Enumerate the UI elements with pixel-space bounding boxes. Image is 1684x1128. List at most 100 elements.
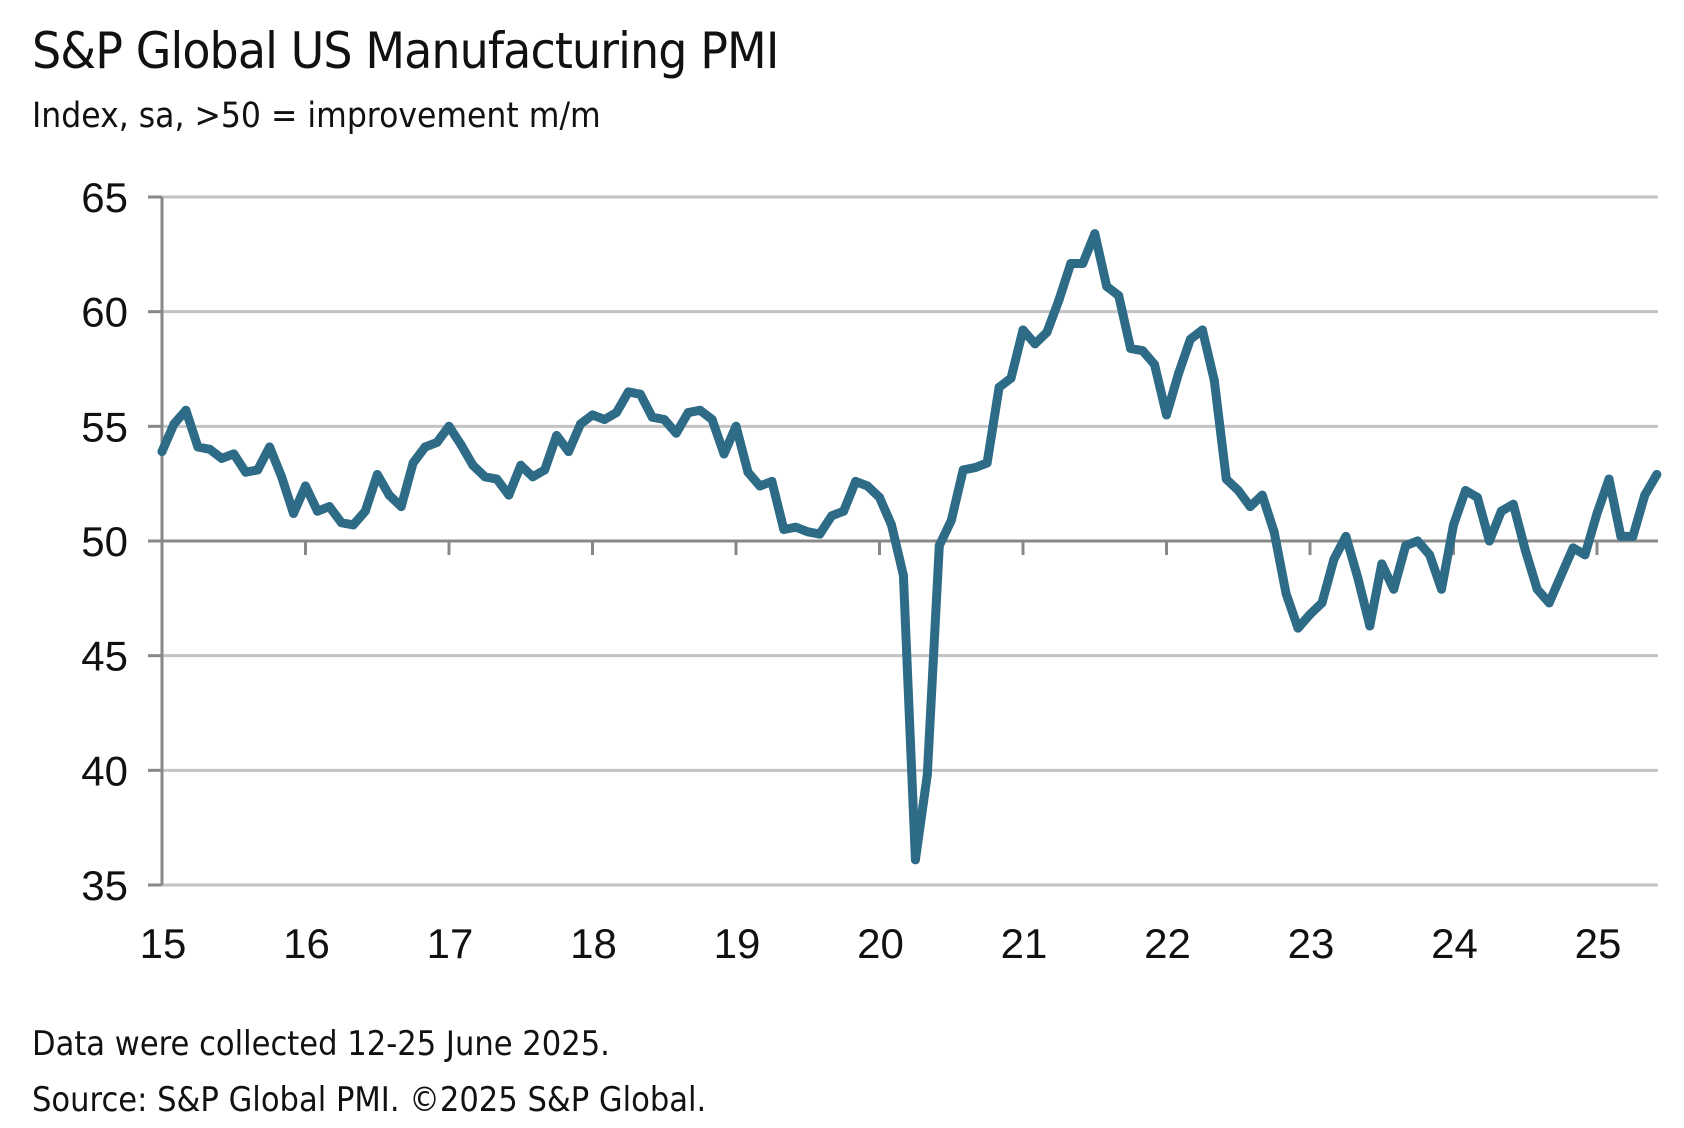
x-tick-label: 22 <box>1144 920 1191 967</box>
data-point <box>1365 621 1375 631</box>
data-point <box>456 440 466 450</box>
data-point <box>1556 570 1566 580</box>
data-point <box>181 405 191 415</box>
x-tick-label: 15 <box>140 920 187 967</box>
data-point <box>898 570 908 580</box>
data-point <box>241 467 251 477</box>
data-point <box>289 509 298 518</box>
data-point <box>1102 281 1112 291</box>
data-point <box>635 389 645 399</box>
y-tick-labels: 35 40 45 50 55 60 65 <box>81 174 128 909</box>
x-tick-label: 21 <box>1001 920 1048 967</box>
data-point <box>1042 327 1052 337</box>
data-point <box>1126 343 1136 353</box>
data-point <box>1377 559 1387 569</box>
data-point <box>1233 486 1243 495</box>
data-point <box>1628 531 1638 541</box>
data-point <box>623 387 633 397</box>
data-point <box>1616 531 1626 541</box>
data-point <box>1281 589 1291 599</box>
data-point <box>791 522 801 532</box>
data-point <box>1484 536 1494 546</box>
data-point <box>1472 492 1482 502</box>
data-point <box>803 527 813 537</box>
data-point <box>875 492 884 502</box>
data-point <box>1401 541 1411 551</box>
data-point <box>671 428 681 438</box>
data-point <box>229 449 239 459</box>
data-point <box>1520 545 1530 555</box>
data-point <box>1018 325 1028 335</box>
data-point <box>1389 584 1399 594</box>
data-point <box>1353 573 1363 583</box>
data-point <box>946 515 956 525</box>
data-point <box>887 520 896 530</box>
data-point <box>1592 509 1602 518</box>
series-layer <box>157 229 1662 865</box>
y-tick-label: 55 <box>81 403 128 450</box>
data-point <box>1054 295 1064 305</box>
data-point <box>1568 543 1578 553</box>
data-point <box>1532 584 1542 594</box>
data-point <box>480 472 490 482</box>
data-point <box>1197 325 1207 335</box>
data-point <box>588 410 597 420</box>
data-point <box>1257 490 1267 500</box>
data-point <box>1425 550 1435 560</box>
data-point <box>516 460 526 470</box>
data-point <box>540 465 550 475</box>
x-tick-label: 23 <box>1288 920 1335 967</box>
data-point <box>647 412 657 422</box>
data-point <box>707 415 717 424</box>
data-point <box>827 511 837 521</box>
data-point <box>528 472 538 482</box>
data-point <box>719 449 729 459</box>
data-point <box>444 421 454 431</box>
data-point <box>301 481 310 491</box>
x-tick-label: 16 <box>283 920 330 967</box>
data-point <box>743 467 753 477</box>
data-point <box>1508 499 1518 509</box>
data-point <box>695 405 705 415</box>
data-point <box>1185 334 1195 344</box>
data-point <box>1221 474 1231 484</box>
data-point <box>1114 291 1124 301</box>
y-tick-label: 40 <box>81 747 128 794</box>
data-point <box>922 770 932 780</box>
y-tick-label: 50 <box>81 518 128 565</box>
data-point <box>205 444 215 454</box>
data-point <box>157 447 167 457</box>
pmi-data-points <box>157 229 1662 865</box>
data-point <box>767 476 777 486</box>
data-point <box>1090 229 1100 239</box>
chart-title: S&P Global US Manufacturing PMI <box>32 22 779 80</box>
data-point <box>324 502 334 512</box>
x-tick-label: 24 <box>1431 920 1478 967</box>
data-point <box>683 408 693 418</box>
data-point <box>1496 506 1506 516</box>
x-tick-labels: 15 16 17 18 19 20 21 22 23 24 25 <box>140 920 1622 967</box>
data-point <box>779 525 789 534</box>
data-point <box>1580 550 1590 560</box>
y-tick-label: 35 <box>81 862 128 909</box>
x-tick-label: 18 <box>570 920 617 967</box>
data-point <box>1640 490 1650 500</box>
data-point <box>432 437 442 447</box>
y-tick-label: 45 <box>81 633 128 680</box>
data-point <box>336 518 346 528</box>
data-point <box>1341 531 1351 541</box>
x-tick-label: 19 <box>714 920 761 967</box>
data-point <box>564 447 574 457</box>
data-point <box>1449 520 1458 530</box>
pmi-line-chart: 35 40 45 50 55 60 65 15 16 17 18 19 20 21 22 23 24 25 <box>81 174 1662 967</box>
data-point <box>982 458 992 468</box>
y-tick-label: 60 <box>81 289 128 336</box>
data-point <box>611 408 621 418</box>
data-point <box>384 490 394 500</box>
data-point <box>970 463 980 473</box>
data-point <box>313 506 322 516</box>
data-point <box>504 490 514 500</box>
data-point <box>1269 527 1279 537</box>
data-point <box>576 419 585 429</box>
data-point <box>839 506 849 516</box>
